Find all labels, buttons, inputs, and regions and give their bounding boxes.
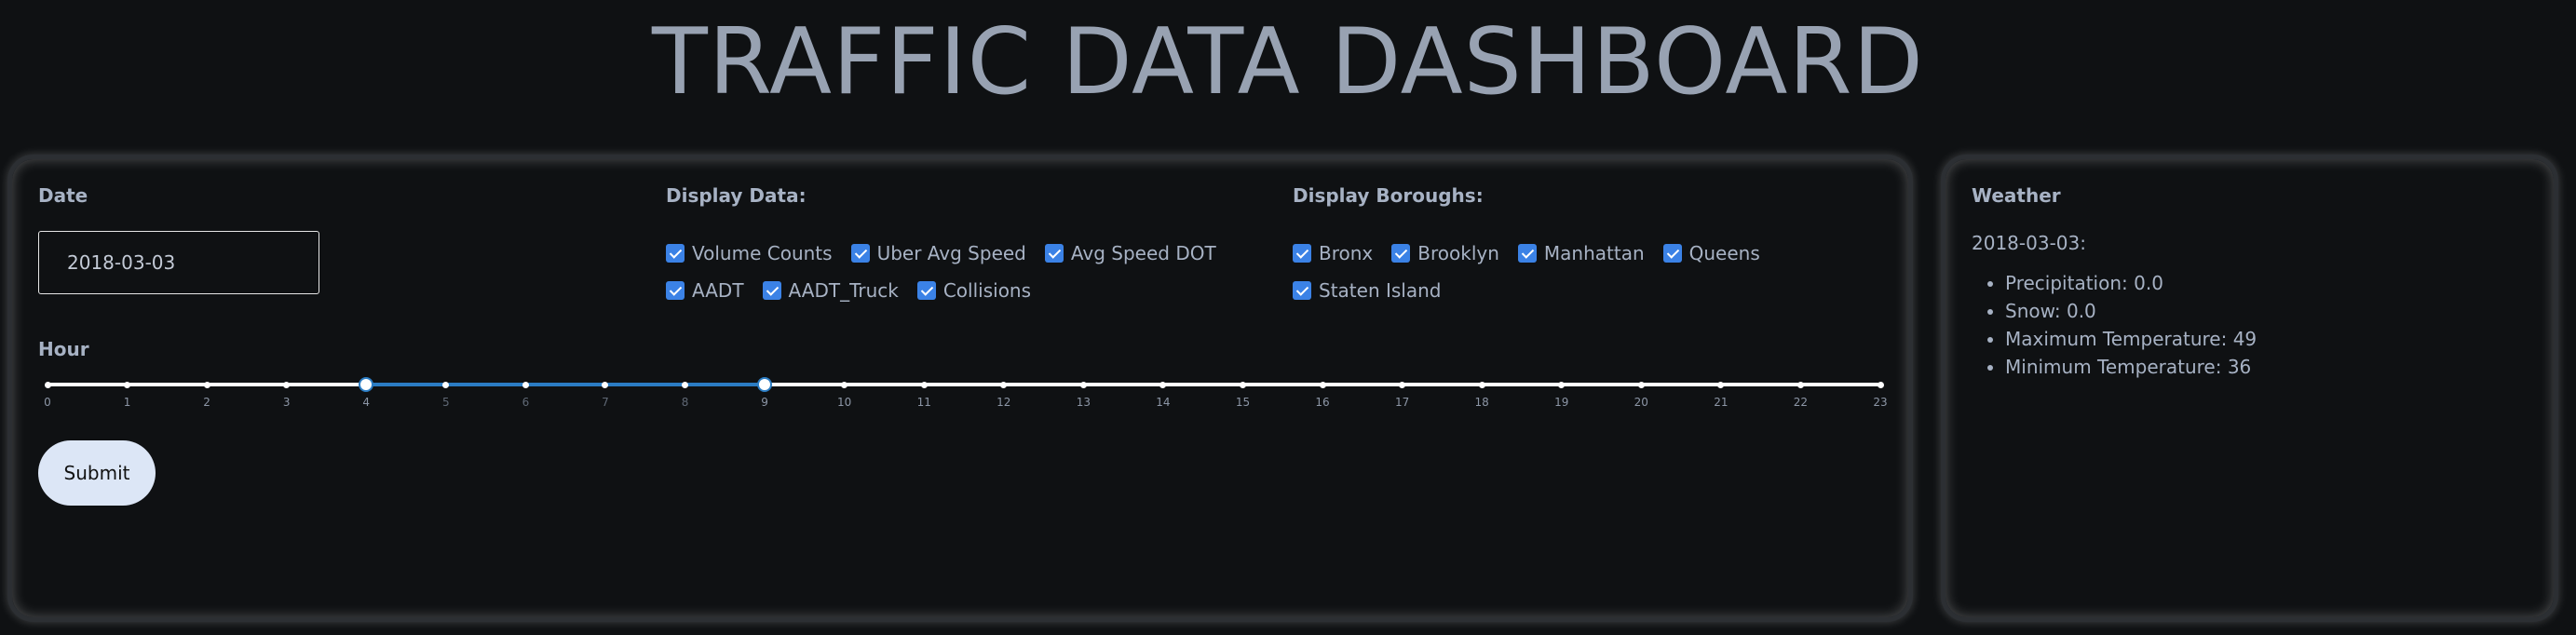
slider-handle[interactable] — [757, 377, 773, 392]
weather-precipitation: Precipitation: 0.0 — [2005, 269, 2257, 297]
slider-dot — [920, 381, 928, 388]
slider-dot — [1877, 381, 1884, 388]
slider-dot — [203, 381, 210, 388]
slider-tick-label: 17 — [1394, 396, 1410, 409]
date-input[interactable] — [39, 232, 309, 293]
slider-tick-label: 3 — [282, 396, 291, 409]
slider-tick-label: 9 — [761, 396, 768, 409]
slider-tick-label: 1 — [123, 396, 131, 409]
slider-dot — [1079, 381, 1087, 388]
boroughs-row-1: Bronx Brooklyn Manhattan Queens — [1293, 242, 1779, 264]
slider-tick-label: 8 — [681, 396, 689, 409]
slider-tick-label: 23 — [1873, 396, 1888, 409]
slider-tick-label: 2 — [203, 396, 210, 409]
checkbox-checked-icon[interactable] — [916, 281, 936, 300]
slider-dot — [522, 381, 529, 388]
hour-label: Hour — [38, 338, 89, 360]
slider-dot — [841, 381, 848, 388]
display-data-row-2: AADT AADT_Truck Collisions — [666, 279, 1050, 302]
slider-dot — [682, 381, 689, 388]
page-title: TRAFFIC DATA DASHBOARD — [651, 9, 1925, 115]
checkbox-manhattan[interactable]: Manhattan — [1517, 242, 1645, 264]
slider-dot — [1000, 381, 1008, 388]
checkbox-checked-icon[interactable] — [1044, 244, 1064, 263]
slider-tick-label: 13 — [1076, 396, 1091, 409]
weather-panel: Weather 2018-03-03: Precipitation: 0.0 S… — [1941, 155, 2558, 622]
checkbox-checked-icon[interactable] — [1293, 244, 1311, 263]
slider-tick-label: 21 — [1714, 396, 1729, 409]
checkbox-checked-icon[interactable] — [1293, 281, 1311, 300]
checkbox-checked-icon[interactable] — [666, 281, 685, 300]
checkbox-collisions[interactable]: Collisions — [916, 279, 1031, 302]
slider-dot — [1637, 381, 1645, 388]
slider-tick-label: 18 — [1474, 396, 1489, 409]
checkbox-checked-icon[interactable] — [1517, 244, 1537, 263]
weather-label: Weather — [1972, 184, 2061, 207]
hour-range-slider[interactable]: 0 1 2 3 4 5 6 7 8 9 10 11 12 13 14 15 16 17 18 19 20 21 22 23 — [44, 377, 1932, 420]
weather-snow: Snow: 0.0 — [2005, 297, 2257, 325]
slider-dot — [442, 381, 450, 388]
slider-tick-label: 6 — [522, 396, 530, 409]
slider-tick-label: 7 — [602, 396, 609, 409]
slider-tick-label: 0 — [44, 396, 51, 409]
slider-dot — [1319, 381, 1326, 388]
weather-list: Precipitation: 0.0 Snow: 0.0 Maximum Tem… — [1985, 269, 2257, 381]
checkbox-volume-counts[interactable]: Volume Counts — [666, 242, 833, 264]
slider-tick-label: 15 — [1235, 396, 1251, 409]
weather-min-temp: Minimum Temperature: 36 — [2005, 353, 2257, 381]
slider-dot — [602, 381, 609, 388]
slider-dot — [1717, 381, 1725, 388]
slider-dot — [1159, 381, 1167, 388]
slider-track[interactable] — [47, 383, 1880, 386]
slider-dot — [1796, 381, 1804, 388]
display-data-label: Display Data: — [666, 184, 807, 207]
slider-selected-range — [366, 383, 766, 386]
slider-handle[interactable] — [359, 377, 374, 392]
slider-tick-label: 12 — [997, 396, 1011, 409]
boroughs-row-2: Staten Island — [1293, 279, 1459, 302]
controls-panel: Date Display Data: Volume Counts Uber Av… — [7, 155, 1913, 622]
slider-tick-label: 20 — [1634, 396, 1648, 409]
checkbox-aadt[interactable]: AADT — [666, 279, 744, 302]
checkbox-staten-island[interactable]: Staten Island — [1293, 279, 1441, 302]
date-label: Date — [38, 184, 88, 207]
checkbox-checked-icon[interactable] — [1391, 244, 1411, 263]
submit-button[interactable]: Submit — [38, 440, 156, 506]
checkbox-checked-icon[interactable] — [1662, 244, 1682, 263]
slider-tick-label: 16 — [1315, 396, 1330, 409]
display-data-row-1: Volume Counts Uber Avg Speed Avg Speed D… — [666, 242, 1235, 264]
slider-tick-label: 22 — [1793, 396, 1809, 409]
checkbox-avg-speed-dot[interactable]: Avg Speed DOT — [1044, 242, 1216, 264]
slider-dot — [283, 381, 291, 388]
date-picker[interactable] — [38, 231, 319, 294]
checkbox-queens[interactable]: Queens — [1662, 242, 1760, 264]
checkbox-checked-icon[interactable] — [850, 244, 870, 263]
checkbox-aadt-truck[interactable]: AADT_Truck — [762, 279, 899, 302]
checkbox-checked-icon[interactable] — [666, 244, 685, 263]
slider-dot — [1478, 381, 1485, 388]
weather-max-temp: Maximum Temperature: 49 — [2005, 325, 2257, 353]
slider-tick-label: 4 — [362, 396, 371, 409]
slider-dot — [1558, 381, 1566, 388]
slider-tick-label: 10 — [837, 396, 852, 409]
slider-dot — [44, 381, 51, 388]
slider-tick-label: 19 — [1554, 396, 1569, 409]
display-boroughs-label: Display Boroughs: — [1293, 184, 1484, 207]
slider-tick-label: 5 — [441, 396, 450, 409]
slider-tick-label: 11 — [916, 396, 931, 409]
checkbox-bronx[interactable]: Bronx — [1293, 242, 1373, 264]
slider-dot — [1239, 381, 1246, 388]
checkbox-checked-icon[interactable] — [762, 281, 781, 300]
checkbox-brooklyn[interactable]: Brooklyn — [1391, 242, 1499, 264]
slider-dot — [124, 381, 131, 388]
slider-tick-label: 14 — [1156, 396, 1171, 409]
checkbox-uber-avg-speed[interactable]: Uber Avg Speed — [850, 242, 1026, 264]
weather-date: 2018-03-03: — [1972, 232, 2086, 254]
slider-dot — [1399, 381, 1406, 388]
